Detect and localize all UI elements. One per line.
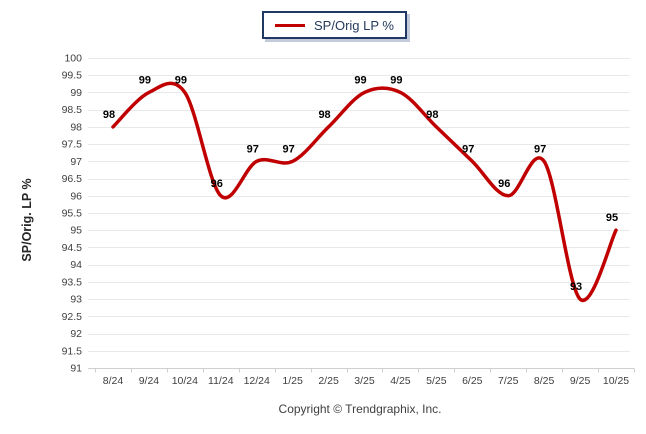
x-tick-label: 8/25 xyxy=(534,375,555,387)
x-tick-label: 11/24 xyxy=(208,375,234,387)
y-tick-label: 99 xyxy=(70,87,82,99)
data-label: 97 xyxy=(462,143,474,155)
copyright-text: Copyright © Trendgraphix, Inc. xyxy=(278,402,442,416)
x-tick-label: 12/24 xyxy=(244,375,270,387)
data-label: 93 xyxy=(570,281,582,293)
y-tick-label: 99.5 xyxy=(62,70,83,82)
data-label: 97 xyxy=(283,143,295,155)
x-tick-label: 10/25 xyxy=(603,375,629,387)
y-tick-label: 91 xyxy=(70,363,82,375)
x-tick-label: 7/25 xyxy=(498,375,519,387)
y-tick-label: 98 xyxy=(70,121,82,133)
data-label: 99 xyxy=(139,74,151,86)
x-tick-label: 5/25 xyxy=(426,375,447,387)
x-tick-label: 9/24 xyxy=(139,375,160,387)
y-tick-label: 93.5 xyxy=(62,276,83,288)
y-tick-label: 98.5 xyxy=(62,104,83,116)
x-tick-label: 4/25 xyxy=(390,375,411,387)
data-label: 96 xyxy=(498,178,510,190)
y-tick-label: 96.5 xyxy=(62,173,83,185)
data-label: 99 xyxy=(390,74,402,86)
y-tick-label: 92.5 xyxy=(62,311,83,323)
data-label: 95 xyxy=(606,212,618,224)
legend-label: SP/Orig LP % xyxy=(314,17,394,33)
y-tick-label: 97.5 xyxy=(62,139,83,151)
x-tick-label: 8/24 xyxy=(103,375,124,387)
y-tick-label: 91.5 xyxy=(62,345,83,357)
y-axis-title: SP/Orig. LP % xyxy=(20,178,34,261)
data-label: 99 xyxy=(175,74,187,86)
y-tick-label: 100 xyxy=(64,53,82,65)
y-tick-label: 92 xyxy=(70,328,82,340)
x-tick-label: 6/25 xyxy=(462,375,483,387)
data-label: 98 xyxy=(103,109,115,121)
data-label: 98 xyxy=(426,109,438,121)
y-tick-label: 96 xyxy=(70,190,82,202)
legend: SP/Orig LP % xyxy=(262,11,407,39)
x-tick-label: 1/25 xyxy=(282,375,303,387)
series-line xyxy=(111,81,618,303)
y-tick-label: 95.5 xyxy=(62,208,83,220)
data-label: 97 xyxy=(247,143,259,155)
data-label: 99 xyxy=(354,74,366,86)
y-tick-label: 94 xyxy=(70,259,82,271)
y-tick-label: 95 xyxy=(70,225,82,237)
x-tick-label: 2/25 xyxy=(318,375,339,387)
y-tick-label: 97 xyxy=(70,156,82,168)
legend-line-swatch xyxy=(275,23,305,27)
x-tick-label: 3/25 xyxy=(354,375,375,387)
data-label: 98 xyxy=(318,109,330,121)
y-tick-label: 93 xyxy=(70,294,82,306)
data-label: 97 xyxy=(534,143,546,155)
x-tick-label: 10/24 xyxy=(172,375,198,387)
x-tick-label: 9/25 xyxy=(570,375,591,387)
y-tick-label: 94.5 xyxy=(62,242,83,254)
data-label: 96 xyxy=(211,178,223,190)
